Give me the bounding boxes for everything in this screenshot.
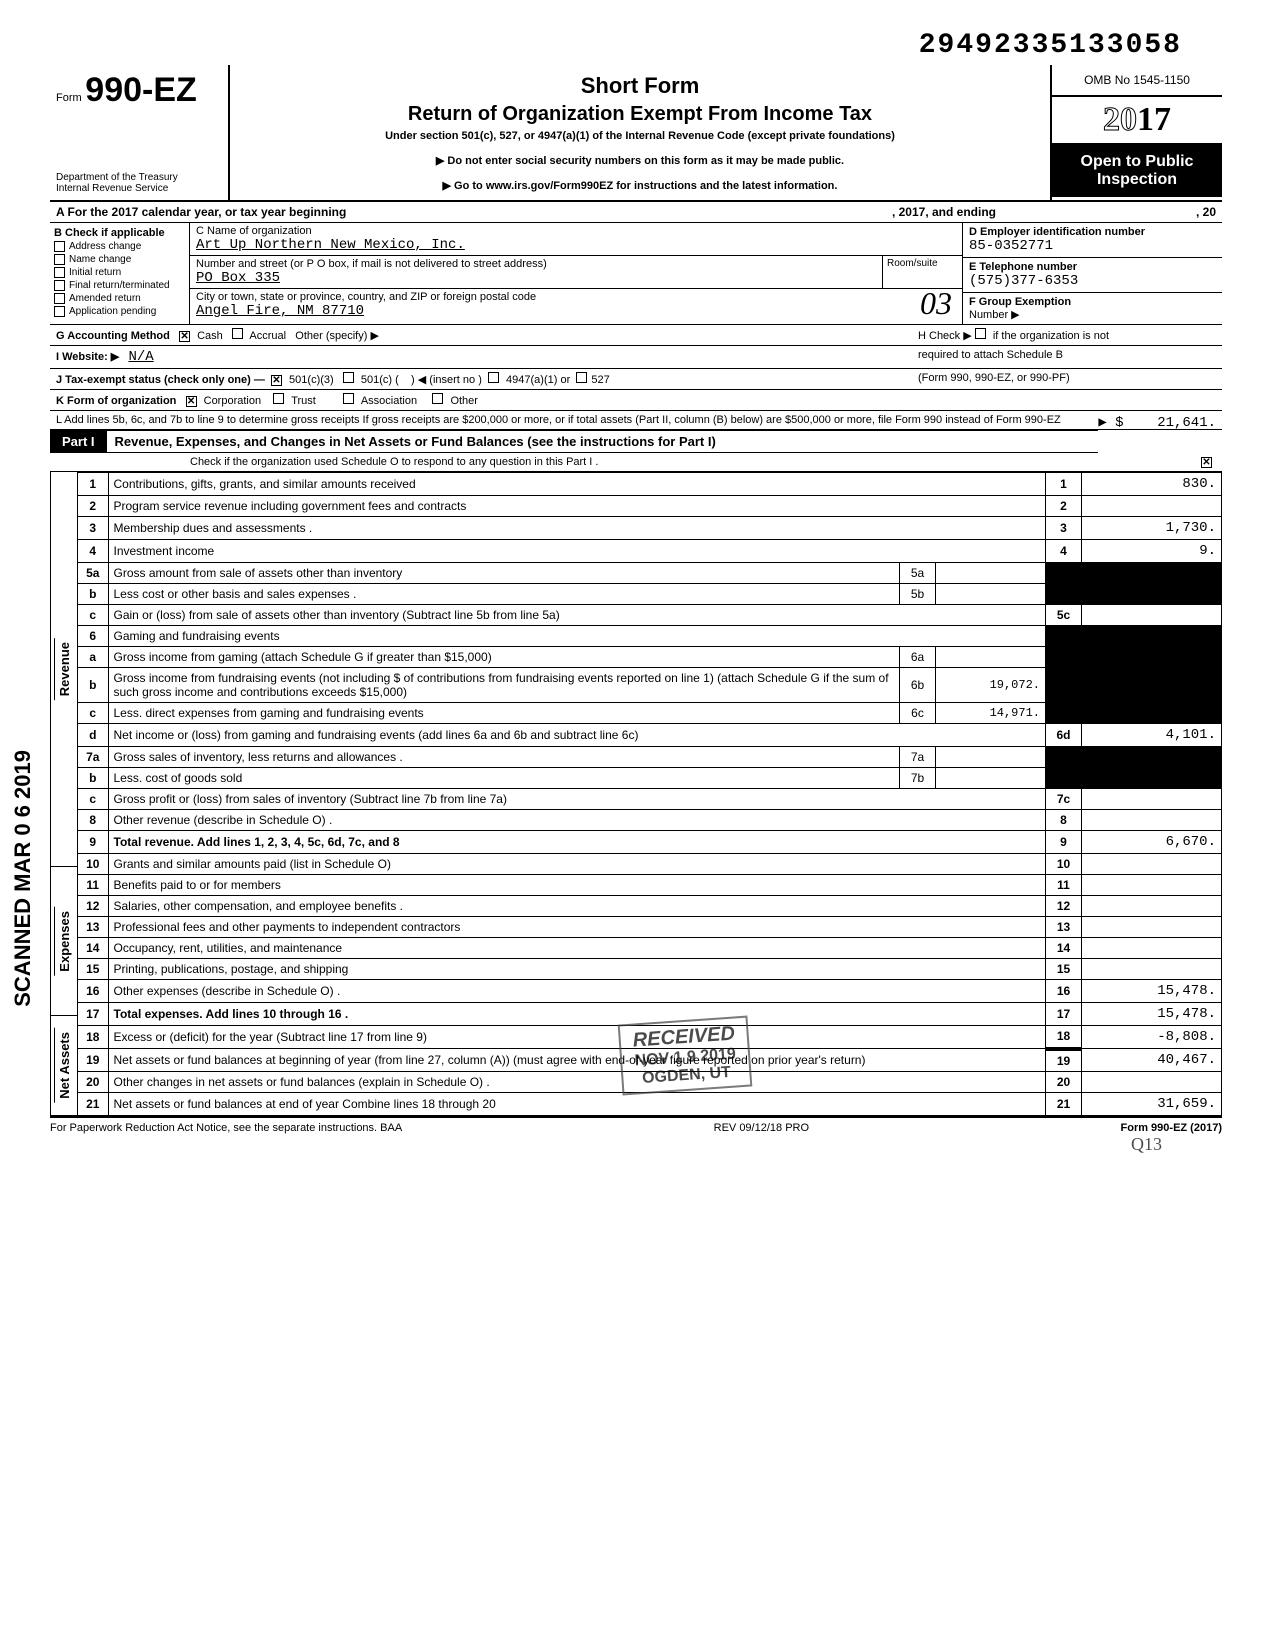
line-18-value: -8,808. [1082,1026,1222,1049]
cb-corp[interactable] [186,396,197,407]
line-i: I Website: ▶ N/A required to attach Sche… [50,346,1222,369]
entity-info-block: B Check if applicable Address change Nam… [50,223,1222,325]
cb-527[interactable] [576,372,587,383]
revenue-side-label: Revenue [54,638,74,700]
part-1-body: Revenue Expenses Net Assets 1Contributio… [50,472,1222,1116]
org-city: Angel Fire, NM 87710 [196,303,956,319]
info-line-2: ▶ Go to www.irs.gov/Form990EZ for instru… [238,179,1042,192]
line-9-value: 6,670. [1082,831,1222,854]
cb-assoc[interactable] [343,393,354,404]
org-address: PO Box 335 [196,270,876,286]
label-org-name: C Name of organization [196,225,956,237]
line-6b-value: 19,072. [936,668,1046,703]
dept-treasury: Department of the Treasury [56,172,222,183]
cb-name-change[interactable]: Name change [54,254,185,265]
page-footer: For Paperwork Reduction Act Notice, see … [50,1116,1222,1134]
expenses-side-label: Expenses [54,907,74,976]
line-5c-value [1082,605,1222,626]
cb-accrual[interactable] [232,328,243,339]
label-group-exempt: F Group Exemption [969,296,1071,308]
cb-trust[interactable] [273,393,284,404]
cb-address-change[interactable]: Address change [54,241,185,252]
short-form-heading: Short Form [238,73,1042,99]
cb-other-org[interactable] [432,393,443,404]
line-2-value [1082,496,1222,517]
cb-initial-return[interactable]: Initial return [54,267,185,278]
org-name: Art Up Northern New Mexico, Inc. [196,237,956,253]
line-21-value: 31,659. [1082,1093,1222,1116]
handwritten-q13: Q13 [50,1134,1222,1155]
return-title: Return of Organization Exempt From Incom… [238,103,1042,126]
cb-amended[interactable]: Amended return [54,293,185,304]
line-16-value: 15,478. [1082,980,1222,1003]
phone-value: (575)377-6353 [969,273,1216,289]
form-header: Form 990-EZ Department of the Treasury I… [50,65,1222,202]
netassets-side-label: Net Assets [54,1028,74,1103]
line-3-value: 1,730. [1082,517,1222,540]
label-city: City or town, state or province, country… [196,291,956,303]
line-1-value: 830. [1082,473,1222,496]
cb-sched-b[interactable] [975,328,986,339]
line-j: J Tax-exempt status (check only one) — 5… [50,369,1222,390]
cb-501c[interactable] [343,372,354,383]
tax-year: 20201717 [1052,97,1222,145]
cb-final-return[interactable]: Final return/terminated [54,280,185,291]
part-1-check-line: Check if the organization used Schedule … [50,453,1222,472]
gross-receipts: 21,641. [1157,415,1216,431]
row-a-tax-year: A For the 2017 calendar year, or tax yea… [50,202,1222,223]
dln-stamp: 29492335133058 [50,30,1222,61]
omb-number: OMB No 1545-1150 [1052,65,1222,97]
label-address: Number and street (or P O box, if mail i… [196,258,876,270]
cb-4947[interactable] [488,372,499,383]
label-number-arrow: Number ▶ [969,309,1020,321]
line-g-h: G Accounting Method Cash Accrual Other (… [50,325,1222,346]
line-6d-value: 4,101. [1082,724,1222,747]
line-4-value: 9. [1082,540,1222,563]
scanned-stamp: SCANNED MAR 0 6 2019 [10,750,36,1007]
handwritten-03: 03 [920,285,952,322]
website-value: N/A [128,349,153,365]
subtitle: Under section 501(c), 527, or 4947(a)(1)… [238,130,1042,142]
form-number: 990-EZ [85,71,197,109]
cb-schedule-o[interactable] [1201,457,1212,468]
cb-pending[interactable]: Application pending [54,306,185,317]
warning-line-1: ▶ Do not enter social security numbers o… [238,154,1042,167]
cb-cash[interactable] [179,331,190,342]
cb-501c3[interactable] [271,375,282,386]
room-suite: Room/suite [882,256,962,288]
form-prefix: Form [56,92,82,104]
line-l: L Add lines 5b, 6c, and 7b to line 9 to … [50,411,1222,430]
label-phone: E Telephone number [969,261,1216,273]
line-6c-value: 14,971. [936,703,1046,724]
line-19-value: 40,467. [1082,1049,1222,1072]
line-k: K Form of organization Corporation Trust… [50,390,1222,411]
open-to-public: Open to Public Inspection [1052,145,1222,197]
ein-value: 85-0352771 [969,238,1216,254]
part-1-header: Part I Revenue, Expenses, and Changes in… [50,430,1098,453]
section-b-title: B Check if applicable [54,227,185,239]
label-ein: D Employer identification number [969,226,1216,238]
line-17-value: 15,478. [1082,1003,1222,1026]
lines-table: 1Contributions, gifts, grants, and simil… [78,472,1222,1116]
dept-irs: Internal Revenue Service [56,183,222,194]
